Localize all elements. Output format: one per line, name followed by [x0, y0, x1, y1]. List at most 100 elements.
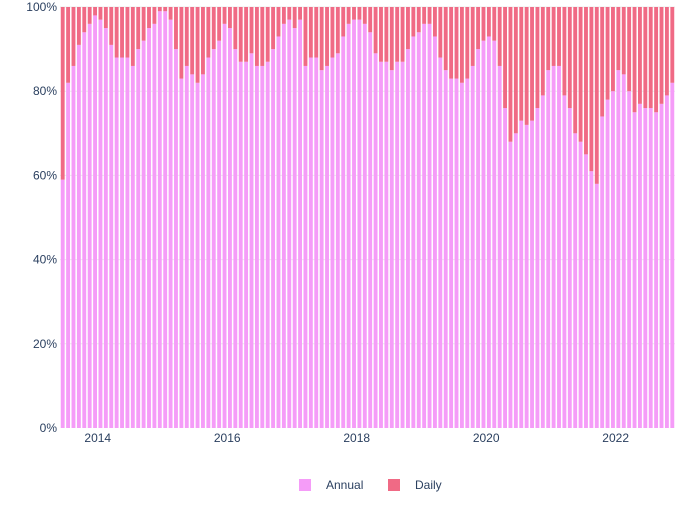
bar-annual[interactable] — [616, 70, 621, 429]
bar-annual[interactable] — [449, 78, 454, 428]
bar-annual[interactable] — [411, 36, 416, 428]
bar-daily[interactable] — [93, 7, 97, 16]
bar-annual[interactable] — [87, 23, 92, 429]
bar-annual[interactable] — [465, 78, 470, 428]
bar-daily[interactable] — [190, 7, 195, 75]
bar-daily[interactable] — [411, 7, 416, 37]
legend-item-daily[interactable]: Daily — [388, 478, 442, 492]
bar-daily[interactable] — [530, 7, 534, 121]
bar-daily[interactable] — [443, 7, 448, 71]
bar-daily[interactable] — [611, 7, 615, 92]
bar-daily[interactable] — [557, 7, 561, 66]
bar-daily[interactable] — [664, 7, 669, 96]
bar-daily[interactable] — [632, 7, 637, 113]
bar-annual[interactable] — [481, 40, 486, 429]
bar-annual[interactable] — [432, 36, 437, 428]
bar-daily[interactable] — [244, 7, 249, 62]
bar-daily[interactable] — [389, 7, 394, 71]
bar-daily[interactable] — [616, 7, 621, 71]
bar-daily[interactable] — [227, 7, 232, 29]
bar-daily[interactable] — [168, 7, 173, 20]
bar-annual[interactable] — [244, 61, 249, 428]
bar-daily[interactable] — [335, 7, 340, 54]
bar-annual[interactable] — [535, 108, 540, 428]
bar-daily[interactable] — [546, 7, 551, 71]
bar-annual[interactable] — [265, 61, 270, 428]
bar-annual[interactable] — [611, 91, 615, 428]
bar-annual[interactable] — [308, 57, 313, 429]
legend-item-annual[interactable]: Annual — [299, 478, 363, 492]
bar-daily[interactable] — [254, 7, 259, 66]
bar-annual[interactable] — [470, 65, 475, 428]
bar-annual[interactable] — [66, 82, 71, 428]
bar-daily[interactable] — [648, 7, 653, 109]
bar-daily[interactable] — [416, 7, 421, 33]
bar-annual[interactable] — [346, 23, 351, 429]
bar-annual[interactable] — [298, 19, 302, 428]
bar-annual[interactable] — [503, 108, 507, 428]
bar-annual[interactable] — [206, 57, 211, 429]
bar-annual[interactable] — [271, 49, 276, 428]
bar-daily[interactable] — [400, 7, 405, 62]
bar-annual[interactable] — [281, 23, 286, 429]
bar-annual[interactable] — [438, 57, 443, 429]
bar-annual[interactable] — [492, 40, 497, 429]
bar-daily[interactable] — [125, 7, 130, 58]
bar-annual[interactable] — [201, 74, 205, 429]
bar-annual[interactable] — [76, 44, 81, 428]
bar-annual[interactable] — [427, 23, 432, 429]
bar-annual[interactable] — [260, 65, 265, 428]
bar-annual[interactable] — [319, 70, 324, 429]
bar-daily[interactable] — [379, 7, 383, 62]
bar-daily[interactable] — [508, 7, 513, 142]
bar-daily[interactable] — [308, 7, 313, 58]
bar-daily[interactable] — [87, 7, 92, 24]
bar-annual[interactable] — [195, 82, 200, 428]
bar-daily[interactable] — [654, 7, 659, 113]
bar-annual[interactable] — [632, 112, 637, 428]
bar-daily[interactable] — [330, 7, 335, 58]
bar-annual[interactable] — [109, 44, 114, 428]
bar-daily[interactable] — [157, 7, 162, 12]
bar-annual[interactable] — [335, 53, 340, 429]
bar-annual[interactable] — [551, 65, 556, 428]
bar-daily[interactable] — [476, 7, 481, 50]
bar-annual[interactable] — [152, 23, 157, 429]
bar-daily[interactable] — [368, 7, 373, 33]
bar-daily[interactable] — [303, 7, 308, 66]
bar-daily[interactable] — [222, 7, 227, 24]
bar-annual[interactable] — [589, 171, 594, 428]
bar-daily[interactable] — [422, 7, 427, 24]
bar-daily[interactable] — [163, 7, 168, 12]
bar-daily[interactable] — [174, 7, 178, 50]
bar-annual[interactable] — [249, 53, 254, 429]
bar-annual[interactable] — [93, 15, 97, 428]
bar-daily[interactable] — [535, 7, 540, 109]
bar-annual[interactable] — [422, 23, 427, 429]
bar-daily[interactable] — [573, 7, 578, 134]
bar-daily[interactable] — [384, 7, 389, 62]
bar-annual[interactable] — [211, 49, 216, 428]
bar-annual[interactable] — [98, 19, 103, 428]
bar-daily[interactable] — [60, 7, 65, 180]
bar-daily[interactable] — [513, 7, 518, 134]
bar-annual[interactable] — [654, 112, 659, 428]
bar-annual[interactable] — [395, 61, 400, 428]
bar-annual[interactable] — [184, 65, 189, 428]
bar-daily[interactable] — [427, 7, 432, 24]
bar-daily[interactable] — [233, 7, 238, 50]
bar-daily[interactable] — [637, 7, 642, 104]
bar-annual[interactable] — [222, 23, 227, 429]
bar-daily[interactable] — [195, 7, 200, 83]
bar-annual[interactable] — [648, 108, 653, 428]
bar-annual[interactable] — [567, 108, 572, 428]
bar-annual[interactable] — [190, 74, 195, 429]
bar-daily[interactable] — [76, 7, 81, 45]
bar-daily[interactable] — [459, 7, 464, 83]
bar-daily[interactable] — [519, 7, 524, 121]
bar-annual[interactable] — [508, 141, 513, 428]
bar-daily[interactable] — [567, 7, 572, 109]
bar-annual[interactable] — [600, 116, 605, 429]
bar-annual[interactable] — [174, 49, 178, 428]
bar-annual[interactable] — [389, 70, 394, 429]
